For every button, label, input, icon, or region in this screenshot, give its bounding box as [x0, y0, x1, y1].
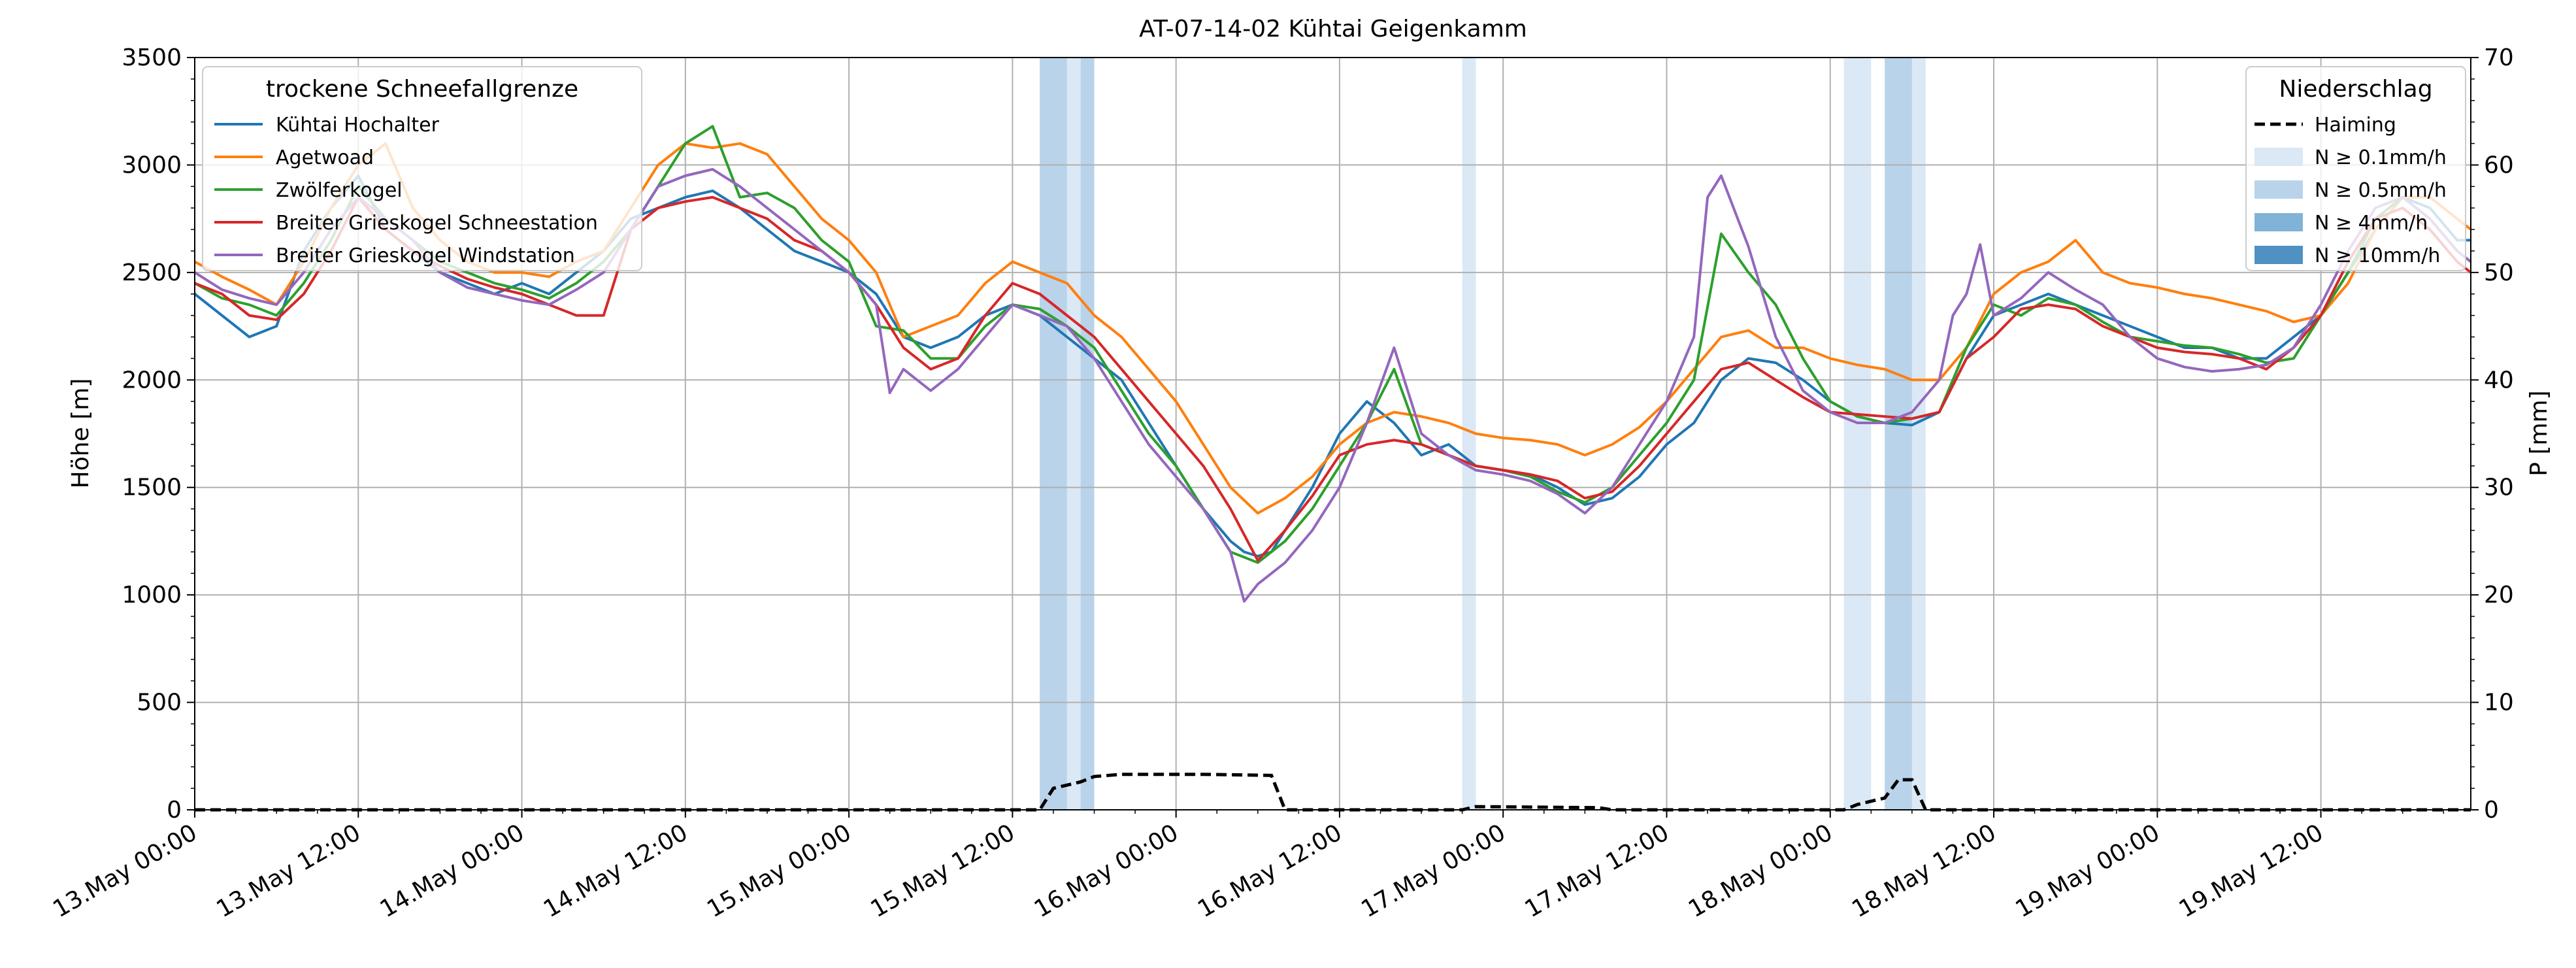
legend-precip-swatch	[2254, 180, 2303, 199]
series-line-2	[194, 125, 2472, 564]
legend-station-label: Agetwoad	[276, 146, 374, 169]
legend-precip-swatch	[2254, 213, 2303, 231]
legend-station-label: Breiter Grieskogel Windstation	[276, 244, 575, 267]
y-tick-label: 0	[167, 797, 182, 824]
legend-precip: Niederschlag Haiming N ≥ 0.1mm/h N ≥ 0.5mm…	[2245, 66, 2466, 271]
legend-precip-title: Niederschlag	[2279, 76, 2432, 103]
y-tick-label: 1500	[122, 475, 182, 501]
x-tick-label: 19.May 12:00	[2175, 819, 2328, 923]
x-tick-label: 18.May 00:00	[1684, 819, 1837, 923]
legend-precip-label: N ≥ 10mm/h	[2315, 244, 2440, 267]
y2-tick-label: 0	[2484, 797, 2499, 824]
y-tick-label: 3500	[122, 44, 182, 71]
x-tick-label: 19.May 00:00	[2011, 819, 2164, 923]
y2-tick-label: 10	[2484, 690, 2514, 716]
legend-station-label: Kühtai Hochalter	[276, 114, 440, 137]
y2-tick-label: 70	[2484, 44, 2514, 71]
y-axis-label: Höhe [m]	[67, 378, 94, 489]
precip-band-0	[1040, 58, 1067, 810]
x-tick-label: 15.May 00:00	[702, 819, 855, 923]
y2-tick-label: 40	[2484, 367, 2514, 393]
legend-precip-label: N ≥ 4mm/h	[2315, 212, 2428, 235]
y2-tick-label: 50	[2484, 259, 2514, 286]
legend-station-label: Breiter Grieskogel Schneestation	[276, 212, 598, 235]
precip-band-2	[1080, 58, 1095, 810]
chart-title: AT-07-14-02 Kühtai Geigenkamm	[1139, 16, 1527, 42]
x-tick-label: 16.May 12:00	[1193, 819, 1346, 923]
x-tick-label: 17.May 00:00	[1357, 819, 1510, 923]
y-tick-label: 2000	[122, 367, 182, 393]
x-tick-label: 13.May 00:00	[48, 819, 201, 923]
x-tick-label: 15.May 12:00	[867, 819, 1019, 923]
y2-tick-label: 20	[2484, 582, 2514, 609]
precipitation-bands	[1040, 58, 1926, 810]
y2-tick-label: 30	[2484, 475, 2514, 501]
legend-precip-label: Haiming	[2315, 114, 2396, 137]
legend-station-label: Zwölferkogel	[276, 179, 403, 202]
y-tick-label: 500	[137, 690, 182, 716]
y-axis-left: 0 500 1000 1500 2000 2500 3000 3500	[122, 44, 195, 824]
y-tick-label: 1000	[122, 582, 182, 609]
precip-band-3	[1462, 58, 1476, 810]
legend-precip-swatch	[2254, 246, 2303, 264]
precip-band-4	[1843, 58, 1872, 810]
legend-precip-swatch	[2254, 148, 2303, 166]
y-tick-label: 3000	[122, 152, 182, 178]
precip-band-1	[1066, 58, 1081, 810]
series-line-3	[194, 195, 2472, 562]
x-tick-label: 16.May 00:00	[1030, 819, 1183, 923]
x-tick-label: 13.May 12:00	[212, 819, 365, 923]
plot-frame	[194, 57, 2471, 810]
x-tick-label: 17.May 12:00	[1521, 819, 1674, 923]
legend-stations-title: trockene Schneefallgrenze	[266, 76, 578, 103]
precip-line-haiming	[195, 773, 2471, 812]
precip-band-5	[1885, 58, 1912, 810]
legend-stations-box	[202, 66, 642, 271]
x-axis: 13.May 00:00 13.May 12:00 14.May 00:00 14.M…	[48, 810, 2445, 923]
x-tick-label: 18.May 12:00	[1847, 819, 2000, 923]
x-tick-label: 14.May 00:00	[376, 819, 529, 923]
y-axis-right: 0 10 20 30 40 50 60 70	[2471, 44, 2514, 824]
series-line-4	[193, 168, 2472, 603]
precip-line-group	[195, 773, 2471, 812]
y-tick-label: 2500	[122, 259, 182, 286]
legend-precip-label: N ≥ 0.1mm/h	[2315, 146, 2447, 169]
y2-axis-label: P [mm]	[2526, 390, 2552, 476]
legend-stations: trockene Schneefallgrenze Kühtai Hochalt…	[202, 66, 642, 271]
legend-precip-label: N ≥ 0.5mm/h	[2315, 179, 2447, 202]
precip-band-6	[1911, 58, 1926, 810]
x-tick-label: 14.May 12:00	[539, 819, 692, 923]
y2-tick-label: 60	[2484, 152, 2514, 178]
